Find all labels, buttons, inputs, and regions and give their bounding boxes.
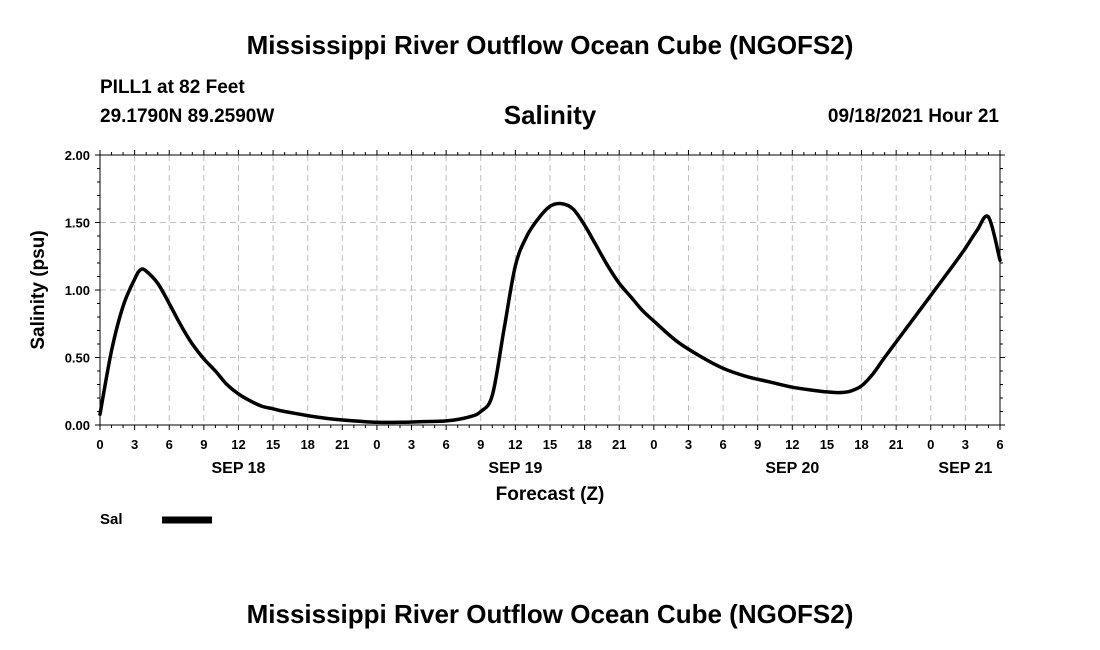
x-tick-label: 0 — [96, 437, 103, 452]
x-tick-label: 21 — [612, 437, 626, 452]
series-line-sal — [98, 201, 1002, 425]
y-tick-label: 1.50 — [65, 216, 90, 231]
x-tick-label: 3 — [685, 437, 692, 452]
date-label: SEP 21 — [938, 460, 992, 477]
x-tick-label: 18 — [300, 437, 314, 452]
x-tick-label: 3 — [962, 437, 969, 452]
legend-label: Sal — [100, 511, 123, 528]
x-tick-label: 0 — [373, 437, 380, 452]
x-tick-label: 12 — [785, 437, 799, 452]
x-tick-label: 21 — [889, 437, 903, 452]
y-tick-label: 0.00 — [65, 418, 90, 433]
x-tick-label: 3 — [408, 437, 415, 452]
x-axis-label: Forecast (Z) — [496, 484, 605, 505]
variable-title: Salinity — [503, 100, 597, 130]
x-tick-label: 15 — [820, 437, 834, 452]
coordinates-label: 29.1790N 89.2590W — [100, 106, 275, 127]
x-tick-label: 0 — [650, 437, 657, 452]
y-tick-label: 0.50 — [65, 351, 90, 366]
x-tick-label: 12 — [508, 437, 522, 452]
y-tick-label: 1.00 — [65, 283, 90, 298]
chart-footer-title: Mississippi River Outflow Ocean Cube (NG… — [246, 599, 854, 629]
x-tick-label: 6 — [719, 437, 726, 452]
chart-main-title: Mississippi River Outflow Ocean Cube (NG… — [246, 30, 854, 60]
x-tick-label: 18 — [854, 437, 868, 452]
plot-frame — [99, 154, 1001, 426]
x-tick-label: 9 — [200, 437, 207, 452]
x-tick-label: 6 — [443, 437, 450, 452]
x-tick-label: 15 — [543, 437, 557, 452]
station-label: PILL1 at 82 Feet — [100, 77, 245, 98]
forecast-datetime: 09/18/2021 Hour 21 — [827, 106, 999, 127]
x-tick-label: 6 — [996, 437, 1003, 452]
x-tick-label: 3 — [131, 437, 138, 452]
date-label: SEP 20 — [765, 460, 819, 477]
x-tick-label: 9 — [754, 437, 761, 452]
x-tick-label: 15 — [266, 437, 280, 452]
date-label: SEP 18 — [211, 460, 265, 477]
y-axis-label: Salinity (psu) — [28, 230, 49, 349]
x-tick-label: 18 — [577, 437, 591, 452]
x-tick-label: 21 — [335, 437, 349, 452]
x-tick-label: 6 — [166, 437, 173, 452]
x-tick-label: 12 — [231, 437, 245, 452]
date-label: SEP 19 — [488, 460, 542, 477]
x-tick-label: 9 — [477, 437, 484, 452]
x-tick-label: 0 — [927, 437, 934, 452]
y-tick-label: 2.00 — [65, 148, 90, 163]
